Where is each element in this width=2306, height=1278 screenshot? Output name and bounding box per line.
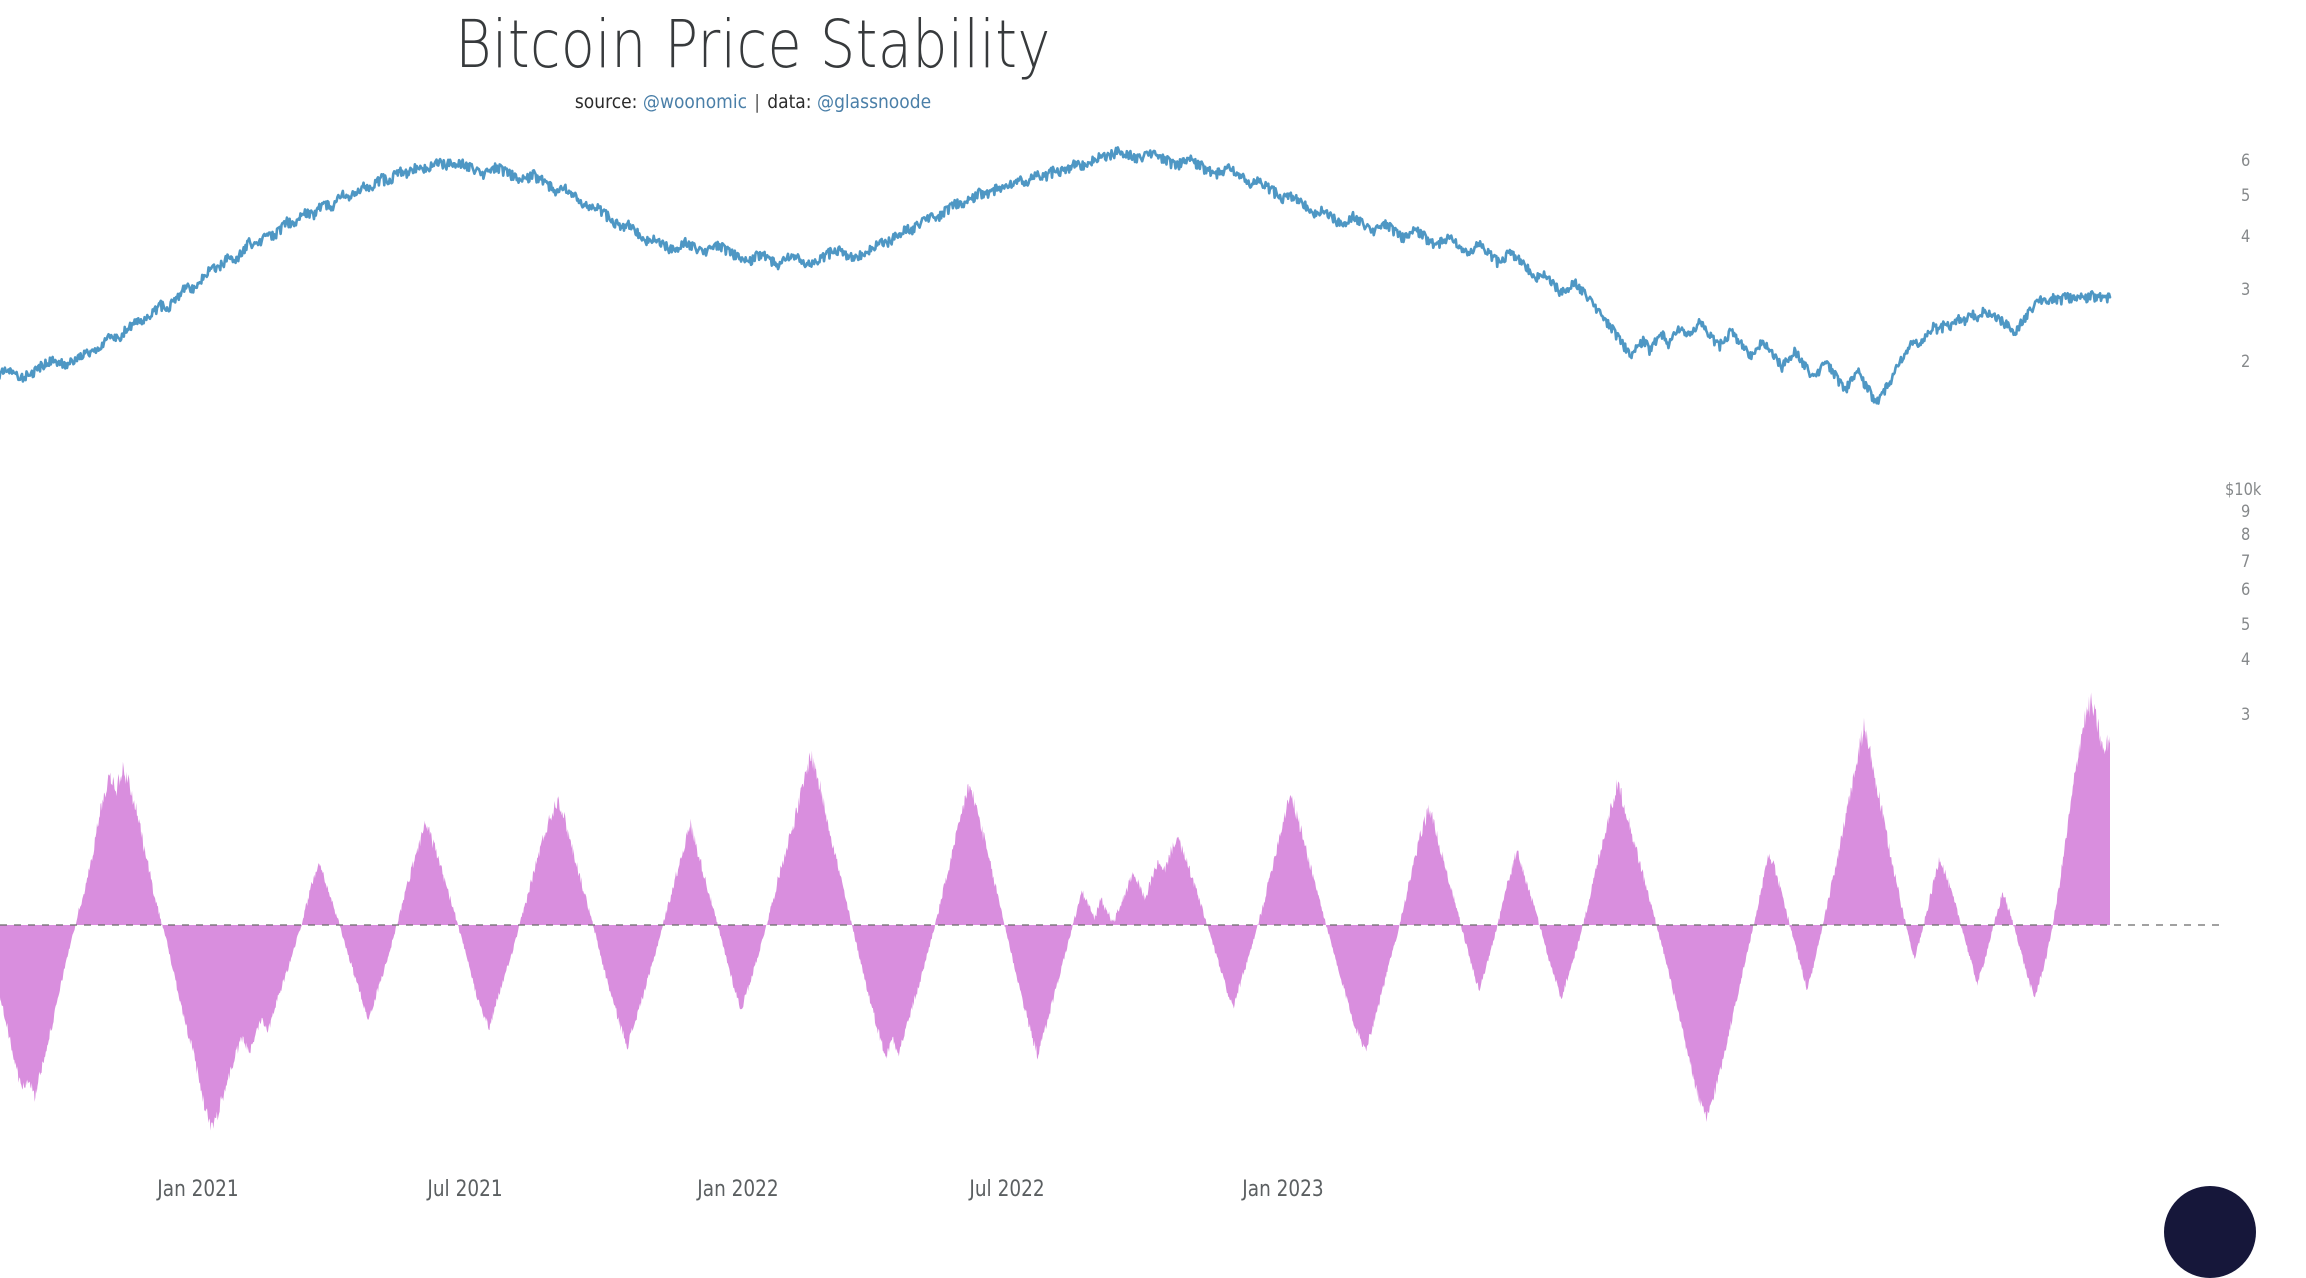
- chart-svg: [0, 146, 2222, 1131]
- floating-action-badge[interactable]: [2164, 1186, 2256, 1278]
- chart-plot-area[interactable]: 6 5 4 3 2 $10k 9 8 7 6 5 4 3 Jan 2021 Ju…: [0, 0, 2306, 1228]
- volatility-oscillator-area: [0, 692, 2110, 1131]
- btc-price-line: [0, 146, 2112, 405]
